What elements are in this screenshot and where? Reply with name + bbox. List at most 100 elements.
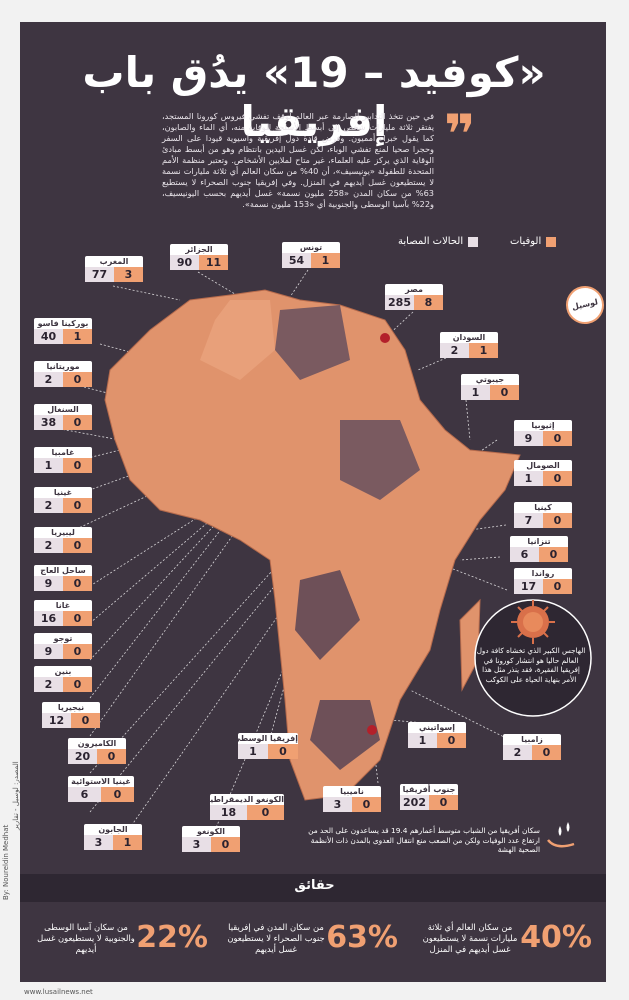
virus-callout-text: الهاجس الكبير الذي تخشاه كافة دول العالم… [476,646,586,684]
deaths-value: 0 [543,579,572,594]
country-name: ناميبيا [323,786,381,797]
cases-value: 9 [34,576,63,591]
cases-value: 3 [84,835,113,850]
country-box-cameroon: الكاميرون 20 0 [68,738,126,764]
cases-swatch-icon [468,236,479,247]
cases-value: 6 [68,787,101,802]
country-name: الكاميرون [68,738,126,749]
country-box-dr-congo: الكونغو الديمقراطية 18 0 [210,794,284,820]
country-name: جنوب أفريقيا [400,784,458,795]
cases-value: 3 [182,837,211,852]
cases-value: 77 [85,267,114,282]
source-credit: المصدر: لوسيل - تقارير [12,761,20,830]
country-box-ghana: غانا 16 0 [34,600,92,626]
cases-value: 285 [385,295,414,310]
country-name: السودان [440,332,498,343]
deaths-value: 0 [63,498,92,513]
country-name: تونس [282,242,340,253]
country-name: الكونغو [182,826,240,837]
country-name: تنزانيا [510,536,568,547]
cases-value: 40 [34,329,63,344]
country-name: توجو [34,633,92,644]
cases-value: 1 [408,733,437,748]
facts-title: حقائق [294,878,335,893]
cases-value: 2 [34,372,63,387]
deaths-value: 0 [352,797,381,812]
fact-percent: 22% [136,920,208,955]
deaths-value: 8 [414,295,443,310]
deaths-value: 0 [63,458,92,473]
country-name: بنين [34,666,92,677]
country-box-south-africa: جنوب أفريقيا 202 0 [400,784,458,810]
country-box-burkina-faso: بوركينا فاسو 40 1 [34,318,92,344]
deaths-value: 0 [543,513,572,528]
legend-deaths-label: الوفيات [510,236,542,247]
deaths-value: 1 [63,329,92,344]
deaths-value: 0 [63,372,92,387]
country-name: موريتانيا [34,361,92,372]
deaths-value: 0 [63,576,92,591]
deaths-value: 0 [71,713,100,728]
cases-value: 90 [170,255,199,270]
cases-value: 17 [514,579,543,594]
deaths-value: 1 [113,835,142,850]
deaths-value: 0 [490,385,519,400]
deaths-value: 0 [63,538,92,553]
cases-value: 2 [440,343,469,358]
deaths-swatch-icon [546,236,557,247]
deaths-value: 0 [543,471,572,486]
country-name: الجزائر [170,244,228,255]
cases-value: 3 [323,797,352,812]
cases-value: 16 [34,611,63,626]
youth-note: سكان أفريقيا من الشباب متوسط أعمارهم 19.… [308,826,540,854]
legend-cases-label: الحالات المصابة [398,236,464,247]
cases-value: 6 [510,547,539,562]
country-box-senegal: السنغال 38 0 [34,404,92,430]
country-name: جيبوتي [461,374,519,385]
country-box-egypt: مصر 285 8 [385,284,443,310]
cases-value: 20 [68,749,97,764]
country-name: ليبيريا [34,527,92,538]
deaths-value: 0 [543,431,572,446]
deaths-value: 1 [311,253,340,268]
facts-header-bar [20,874,606,902]
deaths-value: 0 [532,745,561,760]
deaths-value: 0 [63,611,92,626]
country-name: إسواتيني [408,722,466,733]
country-name: غينيا الاستوائية [68,776,134,787]
country-name: المغرب [85,256,143,267]
country-name: الجابون [84,824,142,835]
country-name: غينيا [34,487,92,498]
cases-value: 18 [210,805,247,820]
country-name: مصر [385,284,443,295]
quote-icon: ❞ [444,103,476,166]
fact-item: 63% من سكان المدن في إفريقيا جنوب الصحرا… [218,918,398,962]
website-url: www.lusailnews.net [24,988,93,996]
cases-value: 54 [282,253,311,268]
country-name: إثيوبيا [514,420,572,431]
country-name: زامبيا [503,734,561,745]
deaths-value: 11 [199,255,228,270]
deaths-value: 0 [211,837,240,852]
legend-deaths: الوفيات [510,236,557,247]
cases-value: 1 [461,385,490,400]
cases-value: 1 [514,471,543,486]
country-box-morocco: المغرب 77 3 [85,256,143,282]
country-name: الكونغو الديمقراطية [210,794,284,805]
country-name: بوركينا فاسو [34,318,92,329]
cases-value: 1 [238,744,268,759]
deaths-value: 0 [437,733,466,748]
